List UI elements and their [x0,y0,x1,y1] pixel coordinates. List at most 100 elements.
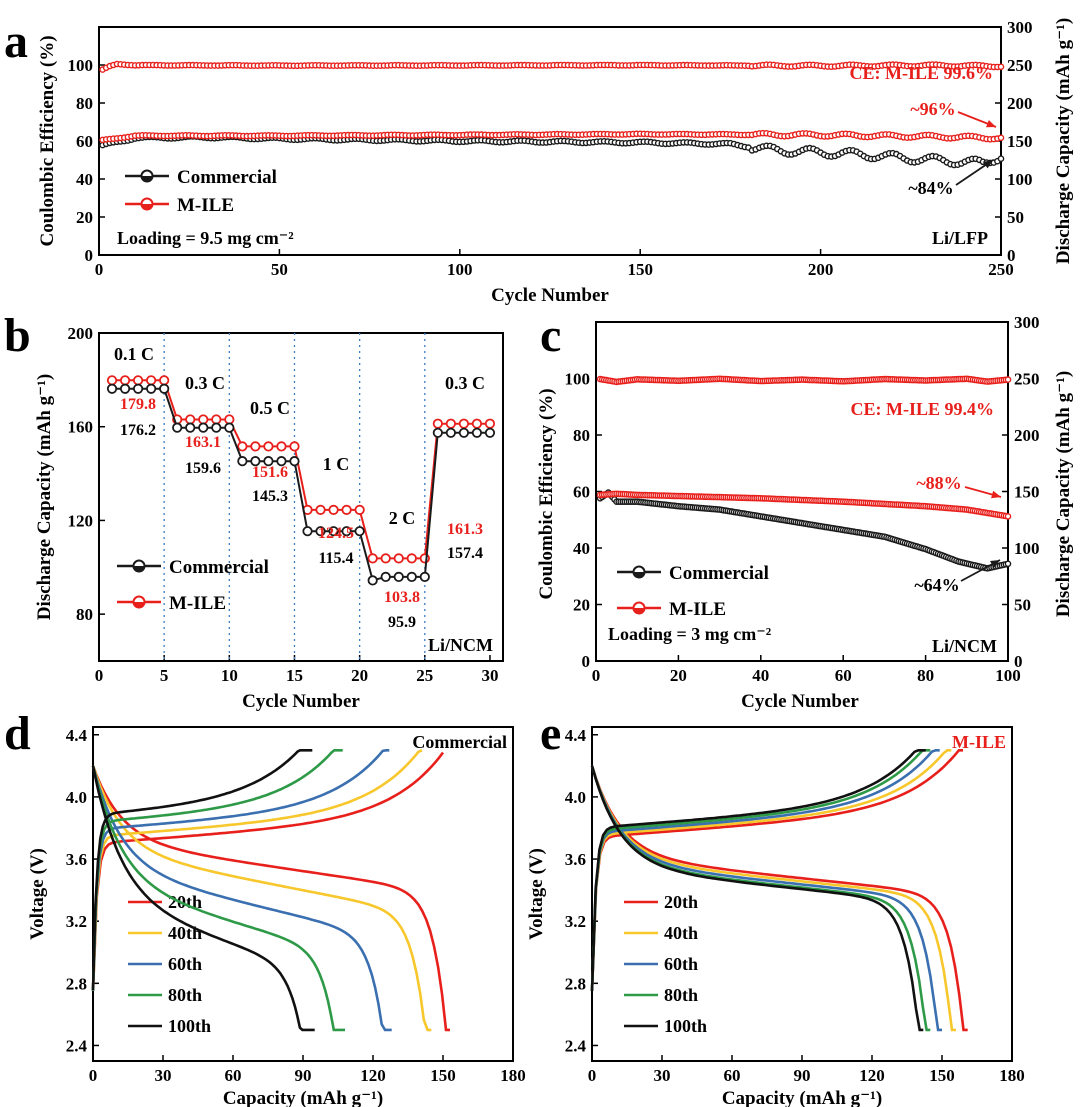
rate-label: 0.5 C [250,398,290,418]
series-line-b [112,379,490,560]
x-axis-label-b: Cycle Number [242,691,360,712]
x-tick-label: 120 [360,1066,386,1085]
y-tick-label: 4.4 [66,726,88,745]
discharge-curve-100th [590,765,924,1032]
loading-c: Loading = 3 mg cm⁻² [608,624,771,644]
m-ile-retention-a: ~96% [910,99,955,119]
y-tick-label: 120 [68,511,94,530]
panel-label-c: c [540,309,561,362]
y2-tick-label: 300 [1007,18,1033,37]
x-tick-label: 25 [416,666,433,685]
charge-curve-20th [91,751,445,992]
y-tick-label: 60 [76,132,93,151]
series-marker-b [445,418,456,429]
cell-b: Li/NCM [428,635,493,655]
x-tick-label: 60 [225,1066,242,1085]
y2-tick-label: 50 [1014,596,1031,615]
x-tick-label: 80 [917,666,934,685]
y-tick-label: 4.4 [565,726,587,745]
series-marker-b [341,526,352,537]
x-tick-label: 120 [859,1066,885,1085]
x-tick-label: 5 [160,666,169,685]
rate-label: 2 C [389,508,416,528]
rate-label: 0.1 C [114,344,154,364]
y2-tick-label: 300 [1014,313,1040,332]
commercial-b-legend-label: Commercial [169,557,269,578]
commercial-b-legend-marker-fill [133,566,145,572]
y-tick-label: 80 [76,94,93,113]
x-tick-label: 150 [929,1066,955,1085]
commercial-value-label: 176.2 [120,422,156,439]
y-axis-label-a: Coulombic Efficiency (%) [37,35,58,246]
legend-label-100th: 100th [168,1016,211,1036]
y2-tick-label: 200 [1014,426,1040,445]
series-marker-b [302,526,313,537]
x-tick-label: 20 [351,666,368,685]
y-tick-label: 80 [573,426,590,445]
legend-label-80th: 80th [168,985,202,1005]
series-marker-b [159,375,170,386]
charge-curve-100th [590,748,926,992]
m-ile-b-legend-label: M-ILE [169,593,226,614]
x-tick-label: 40 [752,666,769,685]
series-marker-b [471,418,483,429]
series-marker-b [315,526,326,537]
discharge-curve-80th [91,765,345,1032]
m-ile-b-legend-marker-fill [133,602,145,608]
x-tick-label: 100 [447,260,473,279]
y-tick-label: 20 [573,596,590,615]
commercial-value-label: 157.4 [447,545,483,562]
x-tick-label: 60 [724,1066,741,1085]
series-marker-b [185,422,196,433]
series-commercial-a-marker [997,155,1005,162]
discharge-curve-60th [91,765,392,1032]
commercial-arrow-a-head [983,160,993,169]
x-axis-label-d: Capacity (mAh g⁻¹) [223,1088,383,1107]
y2-tick-label: 0 [1007,246,1016,265]
series-ce-m-ile-c-marker [1004,376,1012,383]
series-marker-b [458,427,470,438]
commercial-a-legend-label: Commercial [177,167,277,188]
x-tick-label: 0 [592,666,601,685]
series-marker-b [445,427,456,438]
y-tick-label: 100 [565,370,591,389]
y2-tick-label: 100 [1014,539,1040,558]
x-tick-label: 180 [500,1066,526,1085]
x-axis-label-e: Capacity (mAh g⁻¹) [722,1088,882,1107]
commercial-value-label: 95.9 [388,614,416,631]
discharge-curve-20th [590,765,968,1032]
legend-label-20th: 20th [664,892,698,912]
series-marker-b [289,456,300,467]
panel-label-b: b [4,309,31,362]
series-marker-b [458,418,470,429]
m-ile-value-label: 124.5 [318,525,354,542]
x-tick-label: 50 [271,260,288,279]
x-tick-label: 180 [999,1066,1025,1085]
x-tick-label: 0 [89,1066,98,1085]
series-marker-b [276,441,287,452]
charge-curve-20th [590,748,963,992]
y-tick-label: 2.4 [565,1036,587,1055]
x-axis-label-a: Cycle Number [491,285,609,306]
y-tick-label: 40 [76,170,93,189]
commercial-value-label: 115.4 [318,550,353,567]
series-marker-b [341,504,352,515]
y-axis-label-b: Discharge Capacity (mAh g⁻¹) [34,374,55,620]
charge-curve-80th [590,748,931,992]
y2-tick-label: 150 [1007,132,1033,151]
y2-tick-label: 250 [1014,370,1040,389]
y-tick-label: 40 [573,539,590,558]
series-marker-b [146,375,157,386]
ce-a: CE: M-ILE 99.6% [850,63,994,83]
x-tick-label: 250 [988,260,1014,279]
y-tick-label: 20 [76,208,93,227]
series-marker-b [406,571,417,582]
series-commercial-c-marker [1004,560,1012,568]
series-marker-b [419,553,430,564]
legend-label-40th: 40th [168,923,202,943]
x-tick-label: 90 [794,1066,811,1085]
y-tick-label: 80 [76,605,93,624]
x-tick-label: 150 [627,260,653,279]
commercial-value-label: 145.3 [252,488,288,505]
